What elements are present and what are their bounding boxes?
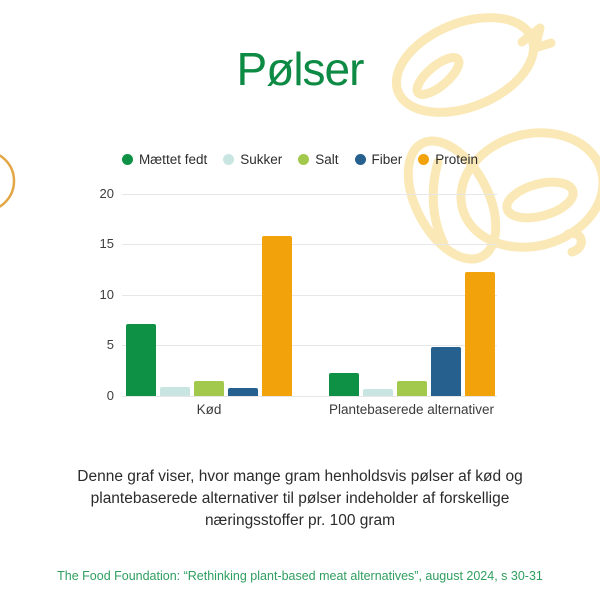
legend-item-protein: Protein [418, 152, 478, 167]
source-citation: The Food Foundation: “Rethinking plant-b… [57, 569, 543, 583]
chart-caption: Denne graf viser, hvor mange gram henhol… [50, 466, 550, 532]
x-axis-label-plantebaserede-alternativer: Plantebaserede alternativer [328, 402, 495, 417]
legend-item-salt: Salt [298, 152, 339, 167]
caption-line: næringsstoffer pr. 100 gram [204, 512, 396, 529]
decorative-sausage-doodle [391, 13, 600, 264]
bar-plantebaserede-alternativer-fiber [430, 347, 461, 396]
bar-kød-mættet-fedt [126, 324, 156, 396]
chart-legend: Mættet fedt Sukker Salt Fiber Protein [0, 152, 600, 167]
legend-dot-icon [223, 154, 235, 165]
decorative-left-arc [0, 154, 16, 208]
legend-label: Salt [315, 152, 339, 167]
y-axis-tick-label: 20 [99, 185, 114, 201]
gridline-y-20 [122, 193, 497, 195]
legend-dot-icon [298, 154, 310, 165]
legend-item-fiber: Fiber [354, 152, 403, 167]
legend-item-sukker: Sukker [223, 152, 282, 167]
caption-line: plantebaserede alternativer til pølser i… [90, 490, 510, 507]
page-title: Pølser [236, 43, 365, 95]
y-axis-tick-label: 0 [106, 388, 114, 403]
gridline-y-0 [122, 396, 497, 397]
y-axis-tick-label: 15 [99, 236, 114, 252]
legend-label: Protein [435, 152, 479, 167]
legend-label: Fiber [371, 152, 403, 167]
legend-item-mættet-fedt: Mættet fedt [121, 152, 208, 167]
legend-label: Mættet fedt [138, 152, 208, 167]
legend-dot-icon [418, 154, 430, 165]
bar-kød-sukker [160, 386, 190, 396]
legend-label: Sukker [240, 152, 283, 167]
gridline-y-10 [122, 294, 497, 296]
legend-dot-icon [354, 154, 366, 165]
bar-plantebaserede-alternativer-mættet-fedt [328, 372, 359, 396]
y-axis-tick-label: 10 [99, 286, 114, 302]
bar-plantebaserede-alternativer-salt [396, 380, 427, 396]
bar-kød-protein [262, 236, 292, 396]
legend-dot-icon [121, 154, 133, 165]
gridline-y-15 [122, 244, 497, 246]
gridline-y-5 [122, 345, 497, 347]
bar-kød-fiber [228, 387, 258, 396]
bar-plantebaserede-alternativer-sukker [362, 388, 393, 396]
x-axis-label-kød: Kød [196, 402, 222, 417]
y-axis-tick-label: 5 [106, 337, 114, 353]
bar-kød-salt [194, 380, 224, 396]
caption-line: Denne graf viser, hvor mange gram henhol… [77, 468, 523, 485]
bar-plantebaserede-alternativer-protein [464, 272, 495, 396]
